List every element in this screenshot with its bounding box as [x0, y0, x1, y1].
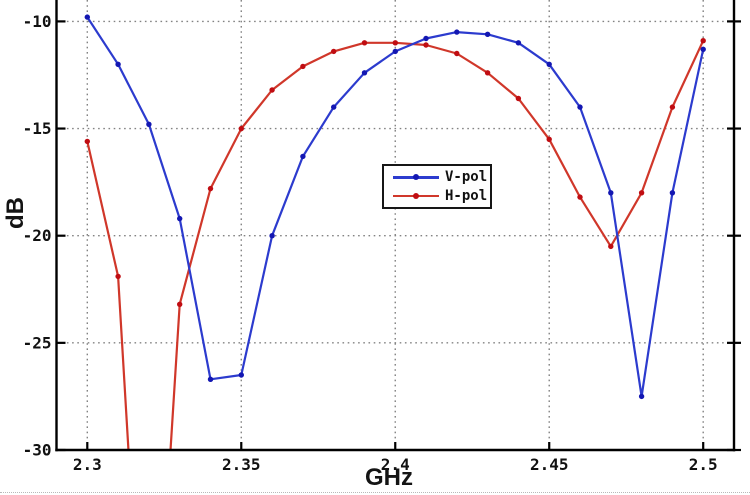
xtick-label-2.3: 2.3 [73, 455, 102, 474]
series-h-pol [84, 38, 706, 450]
gridlines [56, 0, 734, 450]
v-pol-marker [577, 104, 583, 110]
h-pol-marker [84, 138, 91, 145]
h-pol-marker [484, 70, 491, 76]
legend-label-v-pol: V-pol [445, 169, 488, 186]
h-pol-marker [454, 50, 460, 57]
v-pol-marker [515, 40, 522, 46]
v-pol-marker [608, 190, 614, 196]
ytick-label--20: -20 [23, 226, 52, 245]
v-pol-marker [700, 46, 706, 52]
v-pol-marker [638, 393, 645, 400]
v-pol-marker [269, 233, 275, 239]
v-pol-marker [177, 215, 183, 222]
h-pol-marker [515, 95, 522, 102]
ytick-label--25: -25 [23, 333, 52, 352]
h-pol-marker [423, 42, 429, 48]
ytick-label--30: -30 [23, 441, 52, 460]
v-pol-marker [546, 61, 552, 67]
h-pol-marker [115, 273, 121, 280]
h-pol-marker [269, 87, 275, 93]
v-pol-line-sample-icon [393, 173, 439, 181]
h-pol-marker [700, 38, 706, 44]
v-pol-marker [146, 121, 152, 128]
xtick-label-2.45: 2.45 [530, 455, 569, 474]
v-pol-marker [361, 70, 368, 76]
h-pol-marker [361, 40, 368, 46]
ytick-label--10: -10 [23, 12, 52, 31]
series-v-pol [84, 14, 706, 400]
v-pol-marker [207, 376, 214, 382]
legend: V-pol H-pol [382, 164, 492, 209]
tick-marks [56, 20, 741, 452]
h-pol-marker [669, 104, 676, 110]
x-axis-label: GHz [365, 464, 413, 491]
legend-item-v-pol: V-pol [393, 169, 490, 186]
h-pol-marker [177, 301, 183, 307]
h-pol-marker [608, 243, 614, 250]
h-pol-marker [300, 63, 306, 70]
xtick-label-2.35: 2.35 [222, 455, 261, 474]
h-pol-marker [207, 185, 214, 192]
ytick-label--15: -15 [23, 119, 52, 138]
bottom-edge-dotted-line [0, 492, 750, 493]
v-pol-marker [423, 35, 429, 42]
v-pol-marker [669, 190, 676, 196]
v-pol-marker [238, 372, 244, 378]
h-pol-line-sample-icon [393, 192, 439, 200]
h-pol-marker [331, 48, 337, 55]
v-pol-marker [454, 29, 460, 35]
tick-labels: -10 -15 -20 -25 -30 2.3 2.35 2.4 2.45 2.5 [23, 12, 718, 474]
v-pol-marker [392, 48, 398, 55]
legend-item-h-pol: H-pol [393, 187, 490, 204]
v-pol-marker [331, 104, 337, 110]
xtick-label-2.4: 2.4 [381, 455, 410, 474]
h-pol-marker [546, 136, 552, 142]
h-pol-marker [638, 190, 645, 196]
h-pol-marker [392, 40, 398, 46]
legend-label-h-pol: H-pol [445, 187, 488, 204]
y-axis-label: dB [2, 197, 29, 229]
h-pol-marker [238, 125, 244, 132]
v-pol-marker [84, 14, 91, 20]
h-pol-marker [577, 194, 583, 200]
xtick-label-2.5: 2.5 [689, 455, 718, 474]
v-pol-marker [300, 153, 306, 160]
v-pol-marker [115, 61, 121, 67]
v-pol-marker [484, 31, 491, 37]
